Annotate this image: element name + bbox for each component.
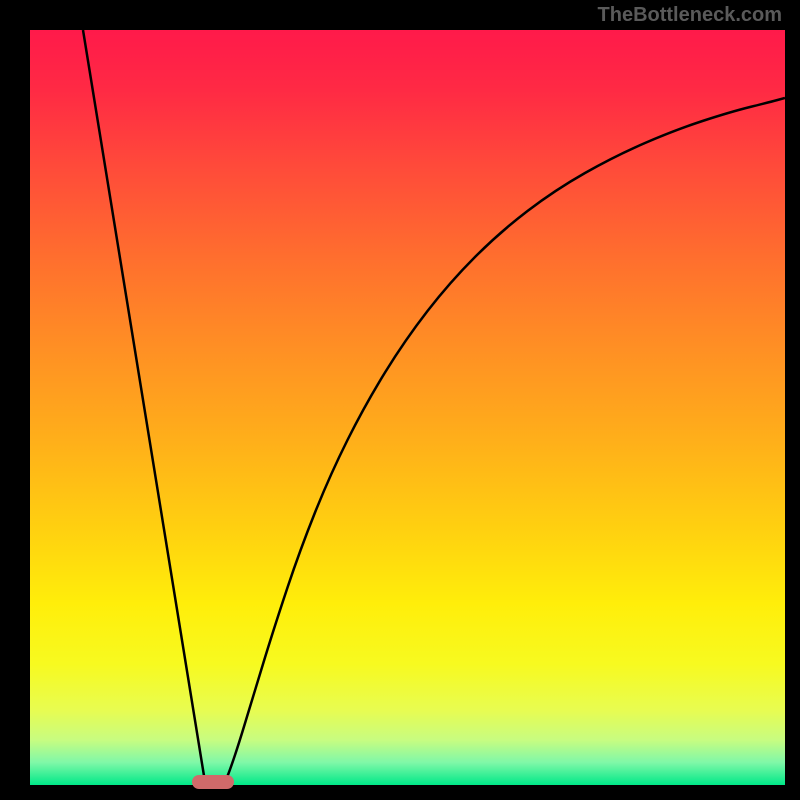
watermark-text: TheBottleneck.com [598, 4, 782, 27]
chart-container: TheBottleneck.com [0, 0, 800, 800]
curve-right-segment [225, 98, 785, 782]
bottleneck-marker [192, 775, 234, 789]
curve-overlay [30, 30, 785, 785]
curve-left-segment [83, 30, 205, 782]
plot-area [30, 30, 785, 785]
